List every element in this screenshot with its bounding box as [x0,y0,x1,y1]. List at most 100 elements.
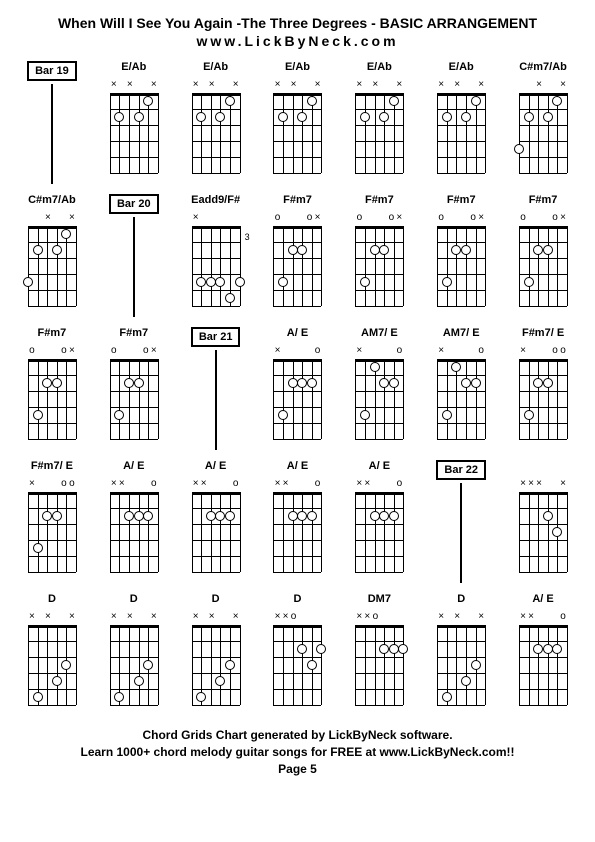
bar-marker: Bar 21 [179,327,253,450]
chord-diagram: ××o [515,612,571,712]
chord-label: DM7 [368,593,391,609]
chord-label: A/ E [287,327,308,343]
chord-cell: D ××× [97,593,171,712]
chord-cell: ×××× [506,460,580,583]
chord-cell: E/Ab ××× [424,61,498,184]
chord-diagram: ××o [351,479,407,579]
chord-cell: A/ E ××o [342,460,416,583]
chord-label: A/ E [532,593,553,609]
chord-label: F#m7 [529,194,558,210]
chord-diagram: ××× [188,80,244,180]
chord-cell: DM7 ××o [342,593,416,712]
chord-label: E/Ab [449,61,474,77]
chord-label: A/ E [123,460,144,476]
footer-line-1: Chord Grids Chart generated by LickByNec… [15,727,580,744]
chord-diagram: oo× [351,213,407,313]
chord-cell: F#m7/ E ×oo [506,327,580,450]
chord-cell: D ××× [424,593,498,712]
page-title: When Will I See You Again -The Three Deg… [15,15,580,31]
chord-diagram: ××× [188,612,244,712]
chord-diagram: ××× [106,612,162,712]
chord-cell: E/Ab××× [342,61,416,184]
chord-diagram: ××o [351,612,407,712]
chord-label: E/Ab [121,61,146,77]
chord-label: D [212,593,220,609]
chord-cell: C#m7/Ab×× [506,61,580,184]
chord-cell: F#m7oo× [15,327,89,450]
chord-diagram: ××× [24,612,80,712]
chord-grid: Bar 19E/Ab×××E/Ab×××E/Ab×××E/Ab×××E/Ab××… [15,61,580,712]
chord-diagram: ××× [433,612,489,712]
bar-marker: Bar 20 [97,194,171,317]
chord-diagram: ××× [433,80,489,180]
chord-diagram: ×3 [188,213,244,313]
chord-diagram: ××o [188,479,244,579]
chord-label: A/ E [287,460,308,476]
chord-label: F#m7 [119,327,148,343]
chord-diagram: ×××× [515,479,571,579]
chord-cell: F#m7 oo× [342,194,416,317]
bar-label: Bar 20 [109,194,159,214]
chord-label: F#m7 [365,194,394,210]
bar-line [460,483,462,583]
chord-cell: F#m7 oo× [97,327,171,450]
chord-label: A/ E [369,460,390,476]
bar-label: Bar 19 [27,61,77,81]
page-subtitle: www.LickByNeck.com [15,33,580,49]
chord-label: F#m7/ E [522,327,564,343]
chord-cell: Eadd9/F# ×3 [179,194,253,317]
chord-label: D [294,593,302,609]
bar-marker: Bar 22 [424,460,498,583]
chord-label: AM7/ E [443,327,480,343]
chord-diagram: ×o [433,346,489,446]
chord-cell: F#m7/ E×oo [15,460,89,583]
chord-label: AM7/ E [361,327,398,343]
chord-label: D [130,593,138,609]
chord-cell: AM7/ E ×o [342,327,416,450]
footer-line-3: Page 5 [15,761,580,778]
chord-cell: F#m7 oo× [424,194,498,317]
chord-label: F#m7 [447,194,476,210]
chord-diagram: oo× [433,213,489,313]
chord-diagram: ×oo [515,346,571,446]
footer-line-2: Learn 1000+ chord melody guitar songs fo… [15,744,580,761]
chord-cell: A/ E ×o [261,327,335,450]
chord-diagram: oo× [106,346,162,446]
chord-cell: A/ E ××o [179,460,253,583]
chord-diagram: ××o [269,612,325,712]
chord-cell: D ××× [15,593,89,712]
chord-label: F#m7 [38,327,67,343]
chord-cell: D ××× [179,593,253,712]
chord-diagram: ××× [351,80,407,180]
chord-cell: A/ E ××o [506,593,580,712]
chord-label: E/Ab [285,61,310,77]
chord-cell: F#m7 oo× [261,194,335,317]
chord-label: F#m7 [283,194,312,210]
chord-label: D [48,593,56,609]
chord-cell: F#m7oo× [506,194,580,317]
chord-diagram: oo× [269,213,325,313]
chord-label: E/Ab [203,61,228,77]
bar-label: Bar 22 [436,460,486,480]
chord-diagram: ×oo [24,479,80,579]
bar-line [215,350,217,450]
chord-label: Eadd9/F# [191,194,240,210]
chord-label: D [457,593,465,609]
chord-cell: A/ E ××o [97,460,171,583]
chord-cell: D ××o [261,593,335,712]
chord-cell: A/ E××o [261,460,335,583]
bar-label: Bar 21 [191,327,241,347]
chord-diagram: ×o [269,346,325,446]
chord-diagram: ××o [106,479,162,579]
chord-cell: E/Ab ××× [179,61,253,184]
chord-label: A/ E [205,460,226,476]
chord-label: C#m7/Ab [519,61,567,77]
chord-diagram: ××× [106,80,162,180]
chord-cell: E/Ab ××× [261,61,335,184]
chord-cell: C#m7/Ab×× [15,194,89,317]
bar-marker: Bar 19 [15,61,89,184]
bar-line [51,84,53,184]
bar-line [133,217,135,317]
chord-diagram: ×o [351,346,407,446]
chord-diagram: ××× [269,80,325,180]
